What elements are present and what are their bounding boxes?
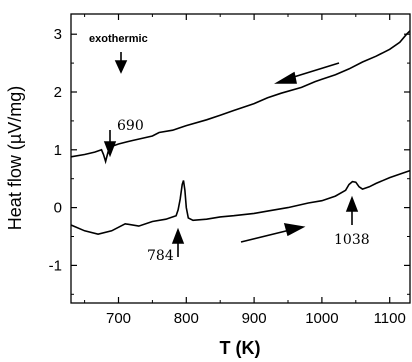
arrowhead-690 — [103, 141, 117, 158]
plot-frame — [70, 13, 411, 304]
heating-curve — [70, 169, 411, 236]
y-tick-label: 1 — [54, 142, 62, 159]
x-tick-label: 700 — [106, 310, 131, 327]
heating-direction-arrowhead — [283, 223, 306, 237]
cooling-curve — [70, 30, 411, 165]
x-tick-label: 1100 — [374, 310, 406, 327]
x-tick-label: 800 — [174, 310, 199, 327]
annotation-arrows — [103, 52, 359, 257]
heating-direction-arrow — [240, 228, 295, 243]
x-tick-label: 900 — [242, 310, 267, 327]
exothermic-arrowhead — [114, 60, 128, 74]
y-axis-title: Heat flow (µV/mg) — [5, 86, 25, 230]
y-tick-label: 3 — [54, 26, 62, 43]
annotation-690: 690 — [117, 118, 144, 134]
annotation-1038: 1038 — [334, 232, 370, 248]
y-tick-label: 0 — [54, 200, 62, 217]
arrowhead-784 — [171, 227, 185, 244]
y-tick-label: 2 — [54, 84, 62, 101]
x-axis-title: T (K) — [220, 338, 261, 358]
x-tick-label: 1000 — [305, 310, 338, 327]
arrowhead-1038 — [345, 195, 359, 212]
annotation-784: 784 — [147, 248, 174, 264]
cooling-direction-arrowhead — [274, 71, 297, 84]
annotation-exothermic: exothermic — [89, 33, 148, 45]
y-tick-label: -1 — [49, 257, 62, 274]
